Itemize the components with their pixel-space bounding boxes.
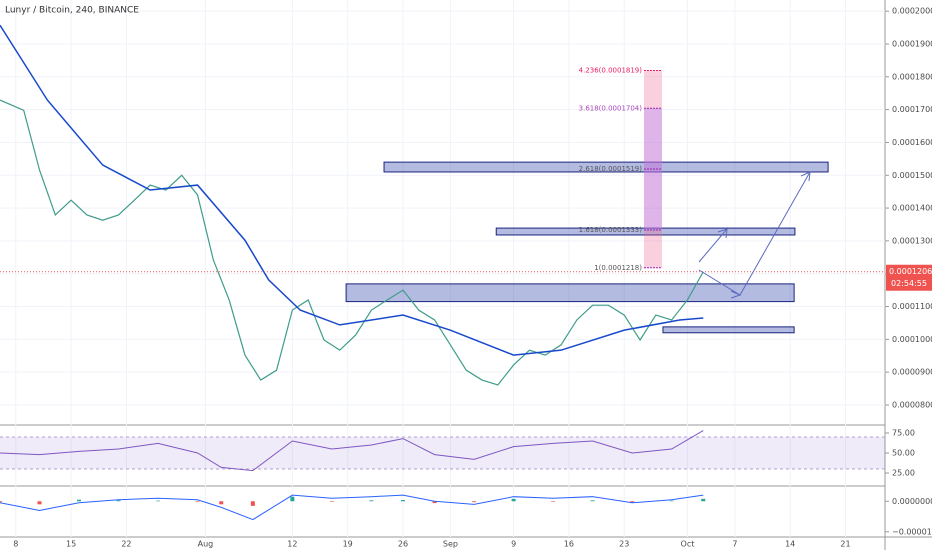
- macd-histogram-bar: [219, 501, 224, 505]
- rsi-tick-label: 25.00: [892, 469, 915, 478]
- y-tick-label: 0.0000900: [892, 368, 932, 377]
- x-tick-label: 9: [511, 540, 516, 549]
- y-tick-label: 0.0001300: [892, 236, 932, 245]
- y-tick-label: 0.0001800: [892, 72, 932, 81]
- x-tick-label: 21: [840, 540, 850, 549]
- arrows: [698, 171, 811, 299]
- macd-histogram-bar: [669, 500, 674, 502]
- x-tick-label: 14: [785, 540, 795, 549]
- projection-arrow: [698, 228, 728, 263]
- last-price-label: 0.0001206: [889, 267, 932, 276]
- y-tick-label: 0.0000800: [892, 400, 932, 409]
- zone: [383, 161, 829, 173]
- y-tick-label: 0.0001500: [892, 171, 932, 180]
- macd-tick-label: 0.0000000: [892, 497, 932, 506]
- y-tick-label: 0.0002000: [892, 7, 932, 16]
- zone: [345, 283, 795, 303]
- fib-label: 3.618(0.0001704): [579, 104, 643, 112]
- macd-histogram-bar: [0, 501, 2, 503]
- macd-histogram-bar: [290, 496, 295, 502]
- fib-label: 4.236(0.0001819): [579, 67, 643, 75]
- x-tick-label: 8: [13, 540, 18, 549]
- fib-label: 1.618(0.0001333): [579, 226, 643, 234]
- arrow-head: [730, 290, 742, 299]
- rsi-line: [0, 430, 704, 472]
- macd-histogram-bar: [590, 500, 595, 502]
- chart-title: Lunyr / Bitcoin, 240, BINANCE: [5, 6, 139, 16]
- countdown: 02:54:55: [891, 279, 927, 288]
- x-tick-label: 23: [619, 540, 629, 549]
- macd-histogram-bar: [195, 501, 200, 502]
- x-tick-label: Oct: [681, 540, 695, 549]
- y-tick-label: 0.0001000: [892, 335, 932, 344]
- macd-line: [0, 494, 704, 521]
- price-line: [0, 24, 704, 356]
- arrow-head: [717, 228, 728, 239]
- macd-histogram-bar: [77, 499, 82, 502]
- rsi-tick-label: 50.00: [892, 449, 915, 458]
- x-tick-label: 16: [564, 540, 574, 549]
- macd-histogram-bar: [701, 498, 706, 502]
- x-tick-label: 26: [398, 540, 408, 549]
- macd-histogram-bar: [250, 501, 255, 506]
- last-price-box: [886, 264, 932, 291]
- macd-histogram-bar: [551, 501, 556, 502]
- y-tick-label: 0.0001100: [892, 302, 932, 311]
- fib-label: 1(0.0001218): [594, 264, 642, 272]
- y-tick-label: 0.0001700: [892, 105, 932, 114]
- macd-histogram-bar: [400, 500, 405, 502]
- rsi-tick-label: 75.00: [892, 429, 915, 438]
- macd-histogram-bar: [432, 501, 437, 504]
- x-tick-label: 12: [287, 540, 297, 549]
- y-tick-label: 0.0001400: [892, 204, 932, 213]
- arrow-head: [800, 171, 811, 182]
- macd-histogram-bar: [116, 500, 121, 502]
- x-tick-label: Aug: [198, 540, 214, 549]
- rsi-band: [0, 437, 885, 469]
- x-tick-label: Sep: [443, 540, 458, 549]
- macd-histogram-bar: [369, 500, 374, 502]
- price-line: [0, 99, 704, 386]
- x-tick-label: 22: [121, 540, 131, 549]
- macd-histogram-bar: [156, 500, 161, 502]
- macd-histogram-bar: [630, 501, 635, 503]
- y-tick-label: 0.0001600: [892, 138, 932, 147]
- macd-histogram-bar: [329, 501, 334, 502]
- x-tick-label: 19: [343, 540, 353, 549]
- macd-histogram-bar: [37, 501, 42, 505]
- macd-tick-label: −0.0000100: [892, 527, 932, 536]
- macd-histogram-bar: [511, 498, 516, 502]
- macd-histogram-bar: [472, 501, 477, 503]
- y-tick-label: 0.0001900: [892, 39, 932, 48]
- x-tick-label: 15: [66, 540, 76, 549]
- fib-label: 2.618(0.0001519): [579, 165, 643, 173]
- zone: [495, 227, 796, 236]
- zone: [662, 326, 795, 334]
- x-tick-label: 7: [732, 540, 737, 549]
